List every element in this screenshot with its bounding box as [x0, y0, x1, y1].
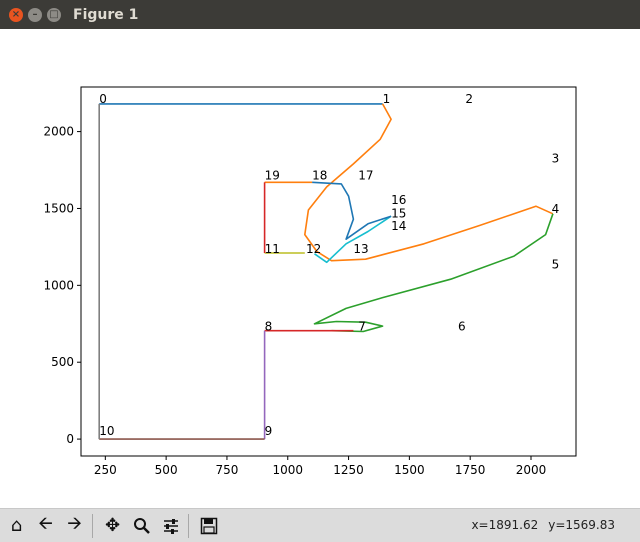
x-tick-label: 500: [155, 463, 178, 477]
arrow-right-icon: 🡪: [67, 512, 82, 534]
toolbar-separator: [188, 513, 189, 538]
y-tick-label: 2000: [43, 125, 74, 139]
sliders-icon: [163, 518, 178, 534]
x-readout: x=1891.62: [471, 518, 539, 532]
point-label: 1: [383, 92, 391, 106]
move-icon: ✥: [104, 515, 121, 536]
point-label: 9: [265, 424, 273, 438]
floppy-disk-icon: [200, 517, 217, 534]
point-label: 0: [99, 92, 107, 106]
x-tick-label: 1500: [394, 463, 425, 477]
y-tick-label: 1500: [43, 201, 74, 215]
x-tick-label: 1000: [272, 463, 303, 477]
navigation-toolbar: ⌂ 🡨 🡪 ✥ x=1891.62 y=1569.83: [0, 508, 640, 542]
y-tick-label: 500: [51, 355, 74, 369]
magnifier-icon: [133, 517, 150, 534]
axes-frame: [80, 86, 577, 457]
point-label: 17: [358, 168, 373, 182]
x-tick-label: 750: [215, 463, 238, 477]
maximize-button[interactable]: □: [47, 7, 61, 22]
point-label: 14: [391, 219, 406, 233]
close-button[interactable]: ×: [9, 7, 23, 22]
forward-button[interactable]: 🡪: [61, 512, 88, 539]
home-icon: ⌂: [10, 515, 23, 536]
point-label: 10: [99, 424, 114, 438]
window-title: Figure 1: [73, 6, 139, 23]
cursor-coordinates: x=1891.62 y=1569.83: [461, 518, 615, 532]
series-line-2: [313, 213, 554, 333]
point-label: 8: [265, 320, 273, 334]
x-tick-label: 250: [94, 463, 117, 477]
point-label: 13: [353, 242, 368, 256]
arrow-left-icon: 🡨: [38, 512, 53, 534]
point-label: 3: [552, 151, 560, 165]
point-label: 11: [265, 242, 280, 256]
y-tick-label: 1000: [43, 278, 74, 292]
x-tick-label: 1750: [455, 463, 486, 477]
series-line-1: [303, 103, 554, 262]
toolbar-separator: [92, 513, 93, 538]
y-readout: y=1569.83: [548, 518, 615, 532]
point-label: 5: [552, 257, 560, 271]
x-tick-label: 1250: [333, 463, 364, 477]
back-button[interactable]: 🡨: [32, 512, 59, 539]
point-label: 7: [358, 320, 366, 334]
point-label: 18: [312, 168, 327, 182]
point-label: 12: [306, 242, 321, 256]
home-button[interactable]: ⌂: [3, 512, 30, 539]
save-button[interactable]: [195, 512, 222, 539]
configure-subplots-button[interactable]: [157, 512, 184, 539]
point-label: 6: [458, 320, 466, 334]
zoom-button[interactable]: [128, 512, 155, 539]
point-label: 2: [465, 92, 473, 106]
point-label: 19: [265, 168, 280, 182]
series-line-8: [314, 215, 392, 264]
y-tick-label: 0: [66, 432, 74, 446]
point-label: 15: [391, 207, 406, 221]
x-tick-label: 2000: [516, 463, 547, 477]
figure-background: [0, 29, 640, 508]
point-label: 16: [391, 193, 406, 207]
series-line-9: [312, 181, 392, 240]
point-label: 4: [552, 202, 560, 216]
pan-button[interactable]: ✥: [99, 512, 126, 539]
minimize-button[interactable]: –: [28, 7, 42, 22]
window-titlebar: × – □ Figure 1: [0, 0, 640, 29]
